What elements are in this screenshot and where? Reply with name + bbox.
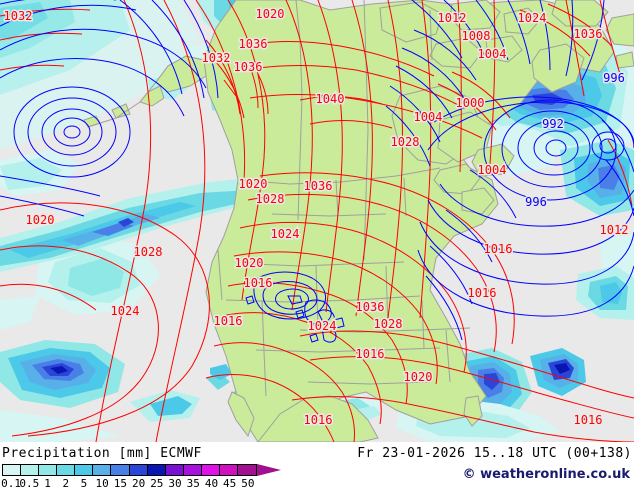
isobar-label: 1028: [134, 245, 163, 259]
colorbar-arrow-icon: [257, 464, 281, 476]
colorbar-tick: 2: [62, 477, 70, 490]
colorbar-tick: 40: [204, 477, 219, 490]
colorbar-swatch: [93, 465, 112, 475]
colorbar-swatch: [219, 465, 239, 475]
isobar-label: 1016: [304, 413, 333, 427]
colorbar-swatch: [129, 465, 148, 475]
isobar-label: 1036: [574, 27, 603, 41]
isobars-high: [0, 0, 634, 442]
isobar-label: 1020: [26, 213, 55, 227]
colorbar-tick: 15: [113, 477, 128, 490]
isobar-label: 1028: [256, 192, 285, 206]
isobar-label: 1036: [239, 37, 268, 51]
isobar-label: 1020: [239, 177, 268, 191]
isobar-label: 1008: [462, 29, 491, 43]
map-canvas: 1032 1020 10121036103610321036100810049961…: [0, 0, 634, 442]
isobar-label: 992: [542, 117, 564, 131]
isobar-label: 1024: [308, 319, 337, 333]
colorbar-tick: 5: [80, 477, 88, 490]
isobar-label: 996: [603, 71, 625, 85]
colorbar-tick: 35: [186, 477, 200, 490]
map-footer: Precipitation [mm] ECMWF Fr 23-01-2026 1…: [0, 442, 634, 490]
copyright-notice: © weatheronline.co.uk: [462, 467, 630, 482]
isobar-label: 1024: [518, 11, 547, 25]
isobar-label: 1012: [600, 223, 629, 237]
colorbar-swatch: [238, 465, 257, 475]
isobar-label: 1024: [271, 227, 300, 241]
isobar-label: 1032: [202, 51, 231, 65]
isobar-label: 1004: [414, 110, 443, 124]
colorbar-swatch: [111, 465, 130, 475]
isobar-label: 1016: [574, 413, 603, 427]
colorbar-swatch: [75, 465, 94, 475]
colorbar-swatch: [165, 465, 184, 475]
colorbar-tick: 45: [223, 477, 237, 490]
isobar-label: 1036: [234, 60, 263, 74]
isobar-label: 1004: [478, 163, 507, 177]
footer-datetime: Fr 23-01-2026 15..18 UTC (00+138): [357, 446, 632, 461]
isobar-labels: 1032 1020 10121036103610321036100810049961…: [2, 6, 630, 429]
isobar-label: 1024: [111, 304, 140, 318]
colorbar-tick: 0.5: [19, 477, 40, 490]
precipitation-map[interactable]: 1032 1020 1012 1036 1036 1032 1036 1008 1004 996 1…: [0, 0, 634, 442]
colorbar-tick: 10: [95, 477, 109, 490]
isobar-label: 1016: [468, 286, 497, 300]
colorbar-swatch: [183, 465, 202, 475]
isobars-low: [0, 0, 634, 343]
colorbar-tick: 30: [168, 477, 182, 490]
colorbar-tick: 20: [131, 477, 146, 490]
isobar-label: 1032: [4, 9, 33, 23]
isobar-label: 1012: [438, 11, 467, 25]
precipitation-colorbar[interactable]: 0.1 0.5 1 2 5 10 15 20 25 30 35 40 45 50: [1, 464, 332, 490]
colorbar-tick: 25: [150, 477, 164, 490]
colorbar-swatch: [3, 465, 22, 475]
isobar-label: 1036: [356, 300, 385, 314]
isobar-label: 1028: [391, 135, 420, 149]
isobar-label: 1036: [304, 179, 333, 193]
isobar-label: 1020: [235, 256, 264, 270]
colorbar-swatch: [21, 465, 40, 475]
isobar-label: 996: [525, 195, 547, 209]
colorbar-swatch: [39, 465, 58, 475]
colorbar-swatch: [201, 465, 220, 475]
colorbar-swatch: [57, 465, 76, 475]
isobar-label: 1020: [256, 7, 285, 21]
isobar-label: 1028: [374, 317, 403, 331]
isobar-label: 1020: [404, 370, 433, 384]
footer-title: Precipitation [mm] ECMWF: [2, 446, 202, 461]
isobar-label: 1016: [244, 276, 273, 290]
isobar-label: 1016: [214, 314, 243, 328]
isobar-label: 1040: [316, 92, 345, 106]
colorbar-swatch: [147, 465, 166, 475]
isobar-label: 1000: [456, 96, 485, 110]
isobar-label: 1016: [484, 242, 513, 256]
colorbar-tick: 0.1: [1, 477, 22, 490]
isobar-label: 1004: [478, 47, 507, 61]
colorbar-tick: 50: [241, 477, 255, 490]
colorbar-tick: 1: [44, 477, 51, 490]
isobar-label: 1016: [356, 347, 385, 361]
colorbar-swatches[interactable]: [2, 464, 257, 476]
